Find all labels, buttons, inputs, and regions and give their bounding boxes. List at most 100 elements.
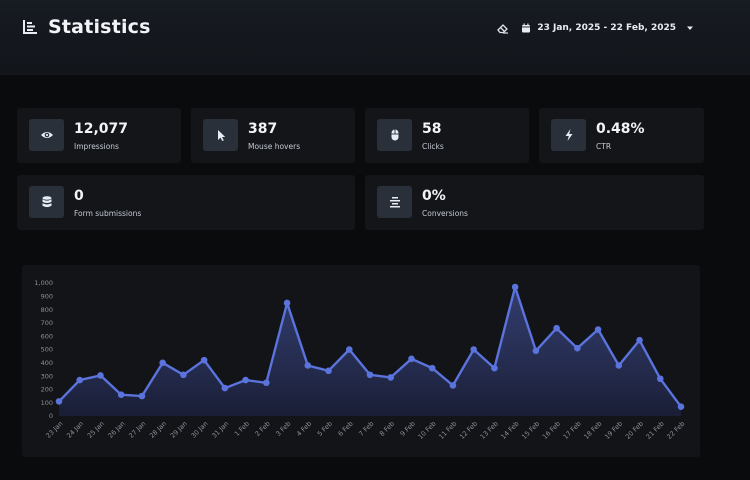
data-point[interactable] <box>677 403 685 410</box>
x-tick-label: 31 Jan <box>210 420 230 440</box>
statistics-chart: 0 100 200 300 400 500 600 700 800 900 1,000 23 Jan… <box>22 265 700 457</box>
x-tick-label: 21 Feb <box>645 420 666 441</box>
x-tick-label: 19 Feb <box>603 420 624 441</box>
stat-value: 0.48% <box>596 121 645 137</box>
database-icon <box>42 196 51 208</box>
x-tick-label: 17 Feb <box>562 420 583 441</box>
data-point[interactable] <box>138 392 146 400</box>
data-point[interactable] <box>325 367 332 375</box>
header: Statistics 23 Jan, 2025 - 22 Feb, 2025 <box>0 0 750 75</box>
x-tick-label: 26 Jan <box>107 420 127 440</box>
x-tick-label: 20 Feb <box>624 420 645 441</box>
data-point[interactable] <box>532 347 540 355</box>
stat-card-form-submissions: 0 Form submissions <box>17 175 355 230</box>
data-point[interactable] <box>76 376 84 384</box>
data-point[interactable] <box>491 364 498 372</box>
x-tick-label: 12 Feb <box>458 420 479 441</box>
stat-label: CTR <box>596 142 612 151</box>
eye-icon <box>40 132 53 138</box>
y-tick-label: 1,000 <box>34 279 53 287</box>
data-point[interactable] <box>200 356 208 364</box>
date-range-picker[interactable]: 23 Jan, 2025 - 22 Feb, 2025 <box>521 23 694 33</box>
x-tick-label: 6 Feb <box>336 420 354 438</box>
data-point[interactable] <box>345 346 353 353</box>
data-point[interactable] <box>387 374 395 381</box>
x-tick-label: 7 Feb <box>357 420 375 438</box>
x-tick-label: 22 Feb <box>665 420 686 441</box>
data-point[interactable] <box>97 372 104 379</box>
calendar-icon <box>522 23 531 33</box>
x-tick-label: 9 Feb <box>399 420 417 438</box>
data-point[interactable] <box>615 362 623 369</box>
y-tick-label: 700 <box>41 319 53 327</box>
data-point[interactable] <box>242 376 249 384</box>
x-tick-label: 3 Feb <box>274 420 292 438</box>
data-point[interactable] <box>656 375 664 383</box>
stat-value: 387 <box>248 121 278 137</box>
x-tick-label: 15 Feb <box>520 420 541 441</box>
data-point[interactable] <box>263 379 270 387</box>
data-point[interactable] <box>408 355 415 363</box>
data-point[interactable] <box>283 299 291 307</box>
stat-value: 0% <box>422 188 446 204</box>
y-tick-label: 200 <box>41 386 53 394</box>
y-tick-label: 400 <box>41 359 53 367</box>
data-point[interactable] <box>366 371 374 379</box>
stat-card-conversions: 0% Conversions <box>365 175 704 230</box>
stat-value: 12,077 <box>74 121 129 137</box>
x-tick-label: 24 Jan <box>65 420 85 440</box>
x-tick-label: 5 Feb <box>316 420 334 438</box>
data-point[interactable] <box>511 283 519 291</box>
data-point[interactable] <box>574 344 581 352</box>
stat-card-clicks: 58 Clicks <box>365 108 529 163</box>
x-tick-label: 27 Jan <box>127 420 147 440</box>
y-tick-label: 800 <box>41 306 53 314</box>
x-tick-label: 30 Jan <box>189 420 209 440</box>
data-point[interactable] <box>159 359 166 367</box>
series-area <box>59 287 681 416</box>
data-point[interactable] <box>55 398 63 405</box>
x-tick-label: 28 Jan <box>148 420 168 440</box>
page-title: Statistics <box>48 16 151 38</box>
data-point[interactable] <box>428 364 436 372</box>
y-tick-label: 0 <box>49 412 53 420</box>
y-tick-label: 600 <box>41 332 53 340</box>
stat-value: 0 <box>74 188 84 204</box>
title-group: Statistics <box>22 16 151 38</box>
x-tick-label: 25 Jan <box>86 420 106 440</box>
stat-label: Form submissions <box>74 209 142 218</box>
date-range-text: 23 Jan, 2025 - 22 Feb, 2025 <box>537 23 676 33</box>
stat-card-impressions: 12,077 Impressions <box>17 108 181 163</box>
y-tick-label: 900 <box>41 293 53 301</box>
data-point[interactable] <box>470 346 477 353</box>
x-tick-label: 4 Feb <box>295 420 313 438</box>
area-chart: 0 100 200 300 400 500 600 700 800 900 1,000 23 Jan… <box>34 279 686 441</box>
x-tick-label: 13 Feb <box>479 420 500 441</box>
data-point[interactable] <box>594 326 602 333</box>
x-tick-label: 16 Feb <box>541 420 562 441</box>
data-point[interactable] <box>449 382 457 389</box>
stat-label: Conversions <box>422 209 468 218</box>
x-tick-label: 14 Feb <box>499 420 520 441</box>
stat-label: Impressions <box>74 142 119 151</box>
bolt-icon <box>565 129 572 141</box>
x-tick-label: 10 Feb <box>417 420 438 441</box>
x-tick-label: 8 Feb <box>378 420 396 438</box>
data-point[interactable] <box>553 324 560 332</box>
y-tick-label: 500 <box>41 346 53 354</box>
x-tick-label: 23 Jan <box>44 420 64 440</box>
mouse-icon <box>391 129 398 141</box>
y-tick-label: 300 <box>41 372 53 380</box>
stat-card-mouse-hovers: 387 Mouse hovers <box>191 108 355 163</box>
data-point[interactable] <box>117 391 125 399</box>
x-tick-label: 11 Feb <box>437 420 458 441</box>
data-point[interactable] <box>636 336 643 344</box>
data-point[interactable] <box>221 384 229 392</box>
data-point[interactable] <box>180 371 187 379</box>
x-tick-label: 1 Feb <box>233 420 251 438</box>
toolbar: 23 Jan, 2025 - 22 Feb, 2025 <box>497 22 694 34</box>
eraser-icon[interactable] <box>497 22 509 34</box>
data-point[interactable] <box>304 362 312 369</box>
stat-label: Mouse hovers <box>248 142 301 151</box>
chevron-down-icon <box>687 26 693 30</box>
